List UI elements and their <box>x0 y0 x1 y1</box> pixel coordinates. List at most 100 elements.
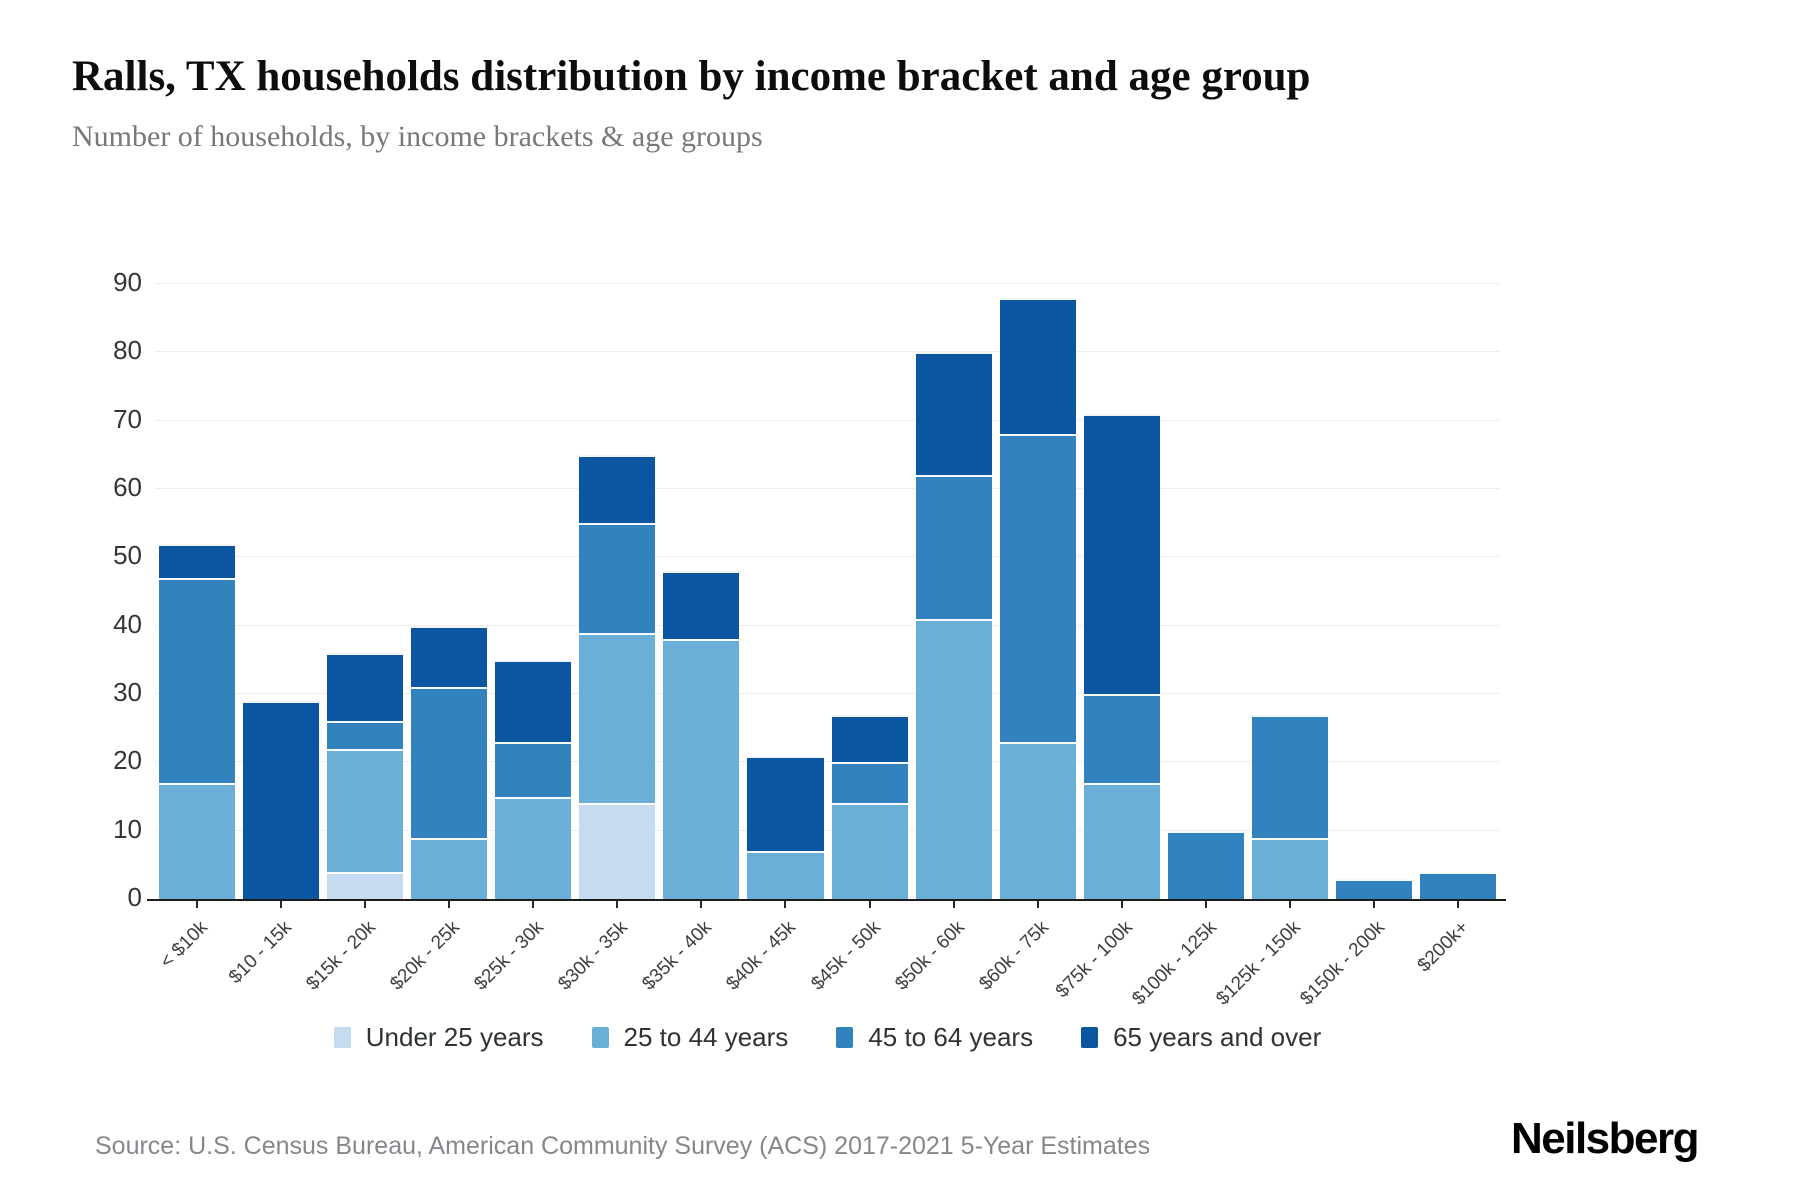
bar-segment[interactable] <box>327 748 404 872</box>
bar-segment[interactable] <box>915 618 992 899</box>
bar-slot <box>743 284 827 908</box>
bar-segment[interactable] <box>831 803 908 899</box>
bar-slot <box>1248 284 1332 908</box>
gridline-y80 <box>155 351 1500 353</box>
bar-slot <box>1332 284 1416 908</box>
x-axis-tick <box>532 901 535 908</box>
legend-item[interactable]: 25 to 44 years <box>591 1022 789 1053</box>
y-axis-tick-label: 10 <box>113 813 142 844</box>
bar-segment[interactable] <box>915 475 992 619</box>
plot-area: 0 10 20 30 40 50 60 70 80 90 < $10k $10 - 15k $15k -… <box>113 267 1506 1010</box>
bar-segment[interactable] <box>747 755 824 852</box>
bar-segment[interactable] <box>159 577 236 783</box>
bar-segment[interactable] <box>579 632 656 804</box>
x-axis-tick <box>784 901 787 908</box>
bar-segment[interactable] <box>1251 714 1328 838</box>
bar-slot <box>155 284 239 908</box>
x-axis-tick <box>868 901 871 908</box>
bar-segment[interactable] <box>999 741 1076 899</box>
bar-segment[interactable] <box>1083 694 1160 783</box>
x-axis-tick <box>952 901 955 908</box>
legend-item[interactable]: 45 to 64 years <box>836 1022 1033 1053</box>
bar-slot <box>659 284 743 908</box>
x-axis-tick <box>1372 901 1375 908</box>
x-axis-tick <box>1120 901 1123 908</box>
bar-segment[interactable] <box>411 625 488 688</box>
gridline-y10 <box>155 829 1500 831</box>
bar-segment[interactable] <box>915 352 992 476</box>
bar-slot <box>1416 284 1500 908</box>
bar-segment[interactable] <box>831 762 908 804</box>
gridline-y50 <box>155 556 1500 558</box>
bar-segment[interactable] <box>999 434 1076 742</box>
legend-label: 65 years and over <box>1113 1022 1322 1052</box>
bar-slot <box>407 284 491 908</box>
bar-segment[interactable] <box>495 796 572 899</box>
x-axis-tick <box>364 901 367 908</box>
bar-slot <box>239 284 323 908</box>
x-axis-tick <box>1288 901 1291 908</box>
x-axis-tick <box>1456 901 1459 908</box>
bar-segment[interactable] <box>411 837 488 899</box>
bar-slot <box>1080 284 1164 908</box>
bar-segment[interactable] <box>159 543 236 578</box>
bar-segment[interactable] <box>579 523 656 633</box>
gridline-y30 <box>155 693 1500 694</box>
bar-slot <box>996 284 1080 908</box>
bar-segment[interactable] <box>327 871 404 899</box>
bar-segment[interactable] <box>243 700 320 899</box>
y-axis-tick-label: 80 <box>113 335 142 366</box>
x-axis-tick <box>700 901 703 908</box>
x-axis-tick <box>280 901 283 908</box>
bar-segment[interactable] <box>579 803 656 899</box>
source-note: Source: U.S. Census Bureau, American Com… <box>95 1132 1151 1160</box>
bar-segment[interactable] <box>831 714 908 763</box>
gridline-y70 <box>155 419 1500 421</box>
bar-segment[interactable] <box>411 687 488 838</box>
x-axis-tick <box>1036 901 1039 908</box>
legend-label: 25 to 44 years <box>623 1022 789 1052</box>
bar-segment[interactable] <box>1335 878 1412 899</box>
y-axis-tick-label: 90 <box>113 267 142 297</box>
x-axis-tick <box>196 901 199 908</box>
bar-slot <box>912 284 996 908</box>
bar-segment[interactable] <box>999 297 1076 435</box>
gridline-y90 <box>155 283 1500 284</box>
legend-swatch-icon <box>1081 1027 1099 1048</box>
bar-segment[interactable] <box>663 571 740 640</box>
bar-segment[interactable] <box>159 782 236 899</box>
y-axis-tick-label: 30 <box>113 677 142 707</box>
page-subtitle: Number of households, by income brackets… <box>72 120 763 153</box>
bar-segment[interactable] <box>1251 837 1328 899</box>
bar-slot <box>575 284 659 908</box>
bar-segment[interactable] <box>1083 413 1160 694</box>
bar-segment[interactable] <box>327 721 404 749</box>
bar-slot <box>1164 284 1248 908</box>
bar-segment[interactable] <box>495 741 572 797</box>
legend-item[interactable]: 65 years and over <box>1081 1022 1321 1053</box>
gridline-y60 <box>155 488 1500 489</box>
bar-segment[interactable] <box>327 653 404 722</box>
bar-slot <box>491 284 575 908</box>
legend-swatch-icon <box>836 1027 854 1048</box>
x-axis-tick <box>1204 901 1207 908</box>
gridline-y40 <box>155 624 1500 626</box>
page-title: Ralls, TX households distribution by inc… <box>72 53 1311 100</box>
legend-item[interactable]: Under 25 years <box>333 1022 544 1053</box>
bar-segment[interactable] <box>1083 782 1160 899</box>
legend-swatch-icon <box>333 1027 351 1048</box>
y-axis-tick-label: 40 <box>113 608 142 639</box>
bar-segment[interactable] <box>747 851 824 899</box>
gridline-y20 <box>155 761 1500 763</box>
bar-segment[interactable] <box>495 659 572 742</box>
chart-legend: Under 25 years 25 to 44 years 45 to 64 yea… <box>155 1022 1500 1053</box>
bar-segment[interactable] <box>663 639 740 899</box>
bar-segment[interactable] <box>579 454 656 524</box>
bar-segment[interactable] <box>1419 871 1496 899</box>
y-axis-tick-label: 50 <box>113 540 142 571</box>
bar-slot <box>323 284 407 908</box>
bar-segment[interactable] <box>1167 830 1244 899</box>
legend-label: Under 25 years <box>365 1022 544 1052</box>
y-axis-tick-label: 60 <box>113 472 142 502</box>
